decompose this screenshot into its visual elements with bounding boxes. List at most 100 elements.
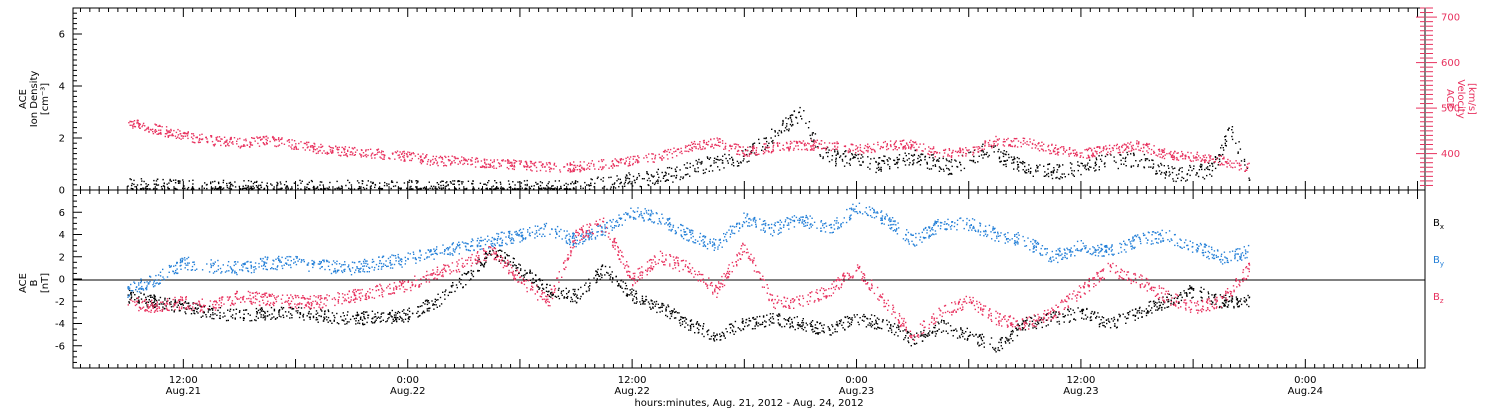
density-point: [1189, 164, 1191, 167]
bx-point: [1125, 322, 1127, 324]
bx-point: [642, 302, 644, 304]
density-point: [702, 169, 705, 171]
density-point: [614, 182, 616, 184]
velocity-point: [149, 128, 152, 131]
velocity-point: [451, 155, 453, 157]
velocity-point: [1193, 157, 1195, 159]
velocity-point: [789, 143, 792, 145]
density-point: [701, 162, 703, 164]
velocity-point: [693, 140, 696, 143]
velocity-point: [463, 159, 465, 161]
bx-point: [326, 319, 328, 321]
bx-point: [632, 298, 634, 300]
bx-point: [179, 302, 181, 304]
velocity-point: [541, 163, 544, 165]
velocity-point: [1050, 152, 1053, 155]
bx-point: [271, 317, 273, 319]
bx-point: [842, 321, 845, 324]
density-point: [625, 174, 628, 176]
density-point: [1218, 158, 1221, 160]
velocity-point: [312, 146, 314, 149]
density-point: [247, 180, 250, 182]
velocity-point: [443, 162, 445, 164]
velocity-point: [928, 150, 930, 152]
velocity-point: [196, 136, 198, 139]
velocity-point: [814, 140, 817, 142]
velocity-point: [232, 143, 234, 145]
velocity-point: [772, 146, 774, 148]
density-point: [297, 187, 299, 190]
density-point: [879, 168, 881, 170]
density-point: [938, 160, 940, 162]
bx-point: [465, 273, 467, 275]
density-point: [825, 148, 828, 150]
velocity-point: [870, 151, 873, 154]
velocity-point: [157, 125, 159, 127]
density-point: [560, 187, 562, 189]
density-point: [143, 180, 145, 183]
velocity-point: [261, 138, 263, 140]
density-point: [1024, 171, 1027, 174]
bx-point: [956, 337, 959, 339]
bx-point: [821, 330, 823, 332]
velocity-point: [762, 153, 765, 155]
velocity-point: [549, 170, 551, 173]
velocity-point: [507, 160, 510, 162]
velocity-point: [371, 152, 374, 154]
bx-point: [463, 272, 466, 275]
velocity-point: [1125, 148, 1127, 150]
bx-point: [394, 311, 397, 314]
velocity-point: [374, 157, 376, 159]
velocity-point: [877, 144, 879, 146]
density-point: [187, 186, 190, 189]
bx-point: [388, 316, 390, 319]
velocity-point: [1240, 168, 1242, 170]
density-point: [665, 172, 667, 174]
bx-point: [762, 316, 765, 318]
density-point: [1029, 172, 1032, 174]
density-point: [596, 177, 599, 180]
velocity-point: [598, 168, 600, 170]
density-point: [535, 181, 537, 184]
bx-point: [197, 312, 199, 314]
density-point: [554, 180, 557, 182]
density-point: [679, 169, 681, 171]
bx-point: [763, 326, 766, 328]
density-point: [308, 188, 311, 190]
velocity-point: [746, 149, 749, 152]
density-point: [167, 187, 169, 190]
velocity-point: [874, 151, 876, 153]
bx-point: [1137, 317, 1139, 319]
velocity-point: [627, 156, 629, 158]
velocity-point: [843, 145, 846, 147]
density-point: [394, 185, 397, 187]
density-point: [657, 179, 659, 181]
velocity-point: [1208, 154, 1210, 156]
velocity-point: [942, 155, 945, 158]
bx-point: [1200, 286, 1202, 289]
velocity-point: [966, 149, 968, 151]
density-point: [1211, 169, 1214, 172]
density-point: [169, 180, 171, 182]
velocity-point: [1182, 154, 1184, 156]
velocity-point: [652, 153, 654, 155]
bx-point: [607, 272, 609, 274]
bx-point: [1147, 312, 1149, 314]
velocity-point: [1226, 166, 1228, 168]
density-point: [590, 178, 592, 180]
bx-point: [231, 314, 234, 316]
density-point: [1098, 169, 1100, 171]
bx-point: [327, 321, 329, 323]
density-point: [655, 180, 658, 182]
velocity-point: [1211, 158, 1213, 160]
density-point: [314, 188, 316, 190]
velocity-point: [251, 144, 254, 146]
density-point: [538, 187, 540, 189]
bx-point: [1118, 313, 1120, 316]
velocity-point: [737, 149, 739, 152]
bx-point: [1158, 307, 1161, 309]
velocity-point: [773, 142, 775, 144]
bx-point: [209, 316, 211, 318]
density-point: [524, 187, 527, 189]
velocity-point: [1148, 143, 1151, 145]
